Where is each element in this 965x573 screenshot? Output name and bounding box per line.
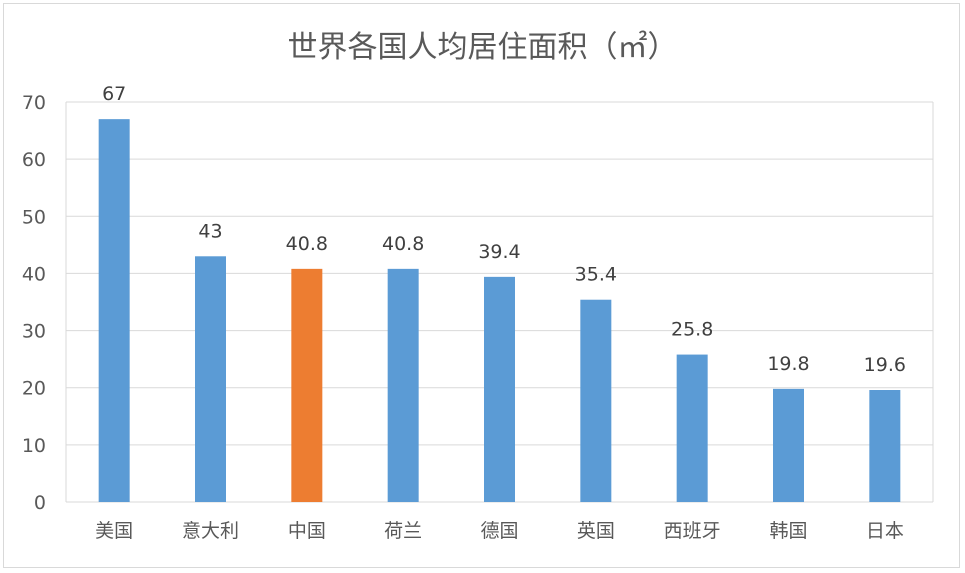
x-tick-label: 荷兰 <box>384 520 422 542</box>
bar-9 <box>869 390 901 502</box>
data-label: 19.6 <box>864 354 906 376</box>
x-tick-label: 西班牙 <box>664 520 721 542</box>
bar-5 <box>484 276 515 502</box>
bar-8 <box>773 388 804 502</box>
x-tick-label: 德国 <box>480 520 518 542</box>
bar-3 <box>291 268 323 502</box>
data-label: 43 <box>198 220 222 242</box>
y-tick-label: 70 <box>22 92 46 114</box>
chart-frame: 世界各国人均居住面积（㎡） <box>3 3 960 568</box>
data-label: 35.4 <box>575 264 617 286</box>
data-label: 19.8 <box>767 353 809 375</box>
y-tick-label: 60 <box>22 149 46 171</box>
data-label: 39.4 <box>478 241 520 263</box>
y-tick-label: 50 <box>22 206 46 228</box>
bar-6 <box>580 299 612 502</box>
y-tick-label: 40 <box>22 263 46 285</box>
y-tick-label: 0 <box>34 492 46 514</box>
bar-1 <box>98 119 130 503</box>
y-tick-label: 20 <box>22 378 46 400</box>
y-tick-label: 30 <box>22 321 46 343</box>
bar-2 <box>195 256 226 502</box>
data-label: 67 <box>102 83 126 105</box>
x-tick-label: 日本 <box>866 520 904 542</box>
y-tick-label: 10 <box>22 435 46 457</box>
x-tick-label: 意大利 <box>182 520 239 542</box>
bar-7 <box>676 354 708 502</box>
x-tick-label: 英国 <box>577 520 615 542</box>
data-label: 40.8 <box>286 233 328 255</box>
bar-4 <box>387 268 419 502</box>
x-tick-label: 韩国 <box>769 520 807 542</box>
x-tick-label: 美国 <box>95 520 133 542</box>
data-label: 40.8 <box>382 233 424 255</box>
chart-title: 世界各国人均居住面积（㎡） <box>287 30 678 65</box>
x-tick-label: 中国 <box>288 520 326 542</box>
data-label: 25.8 <box>671 319 713 341</box>
